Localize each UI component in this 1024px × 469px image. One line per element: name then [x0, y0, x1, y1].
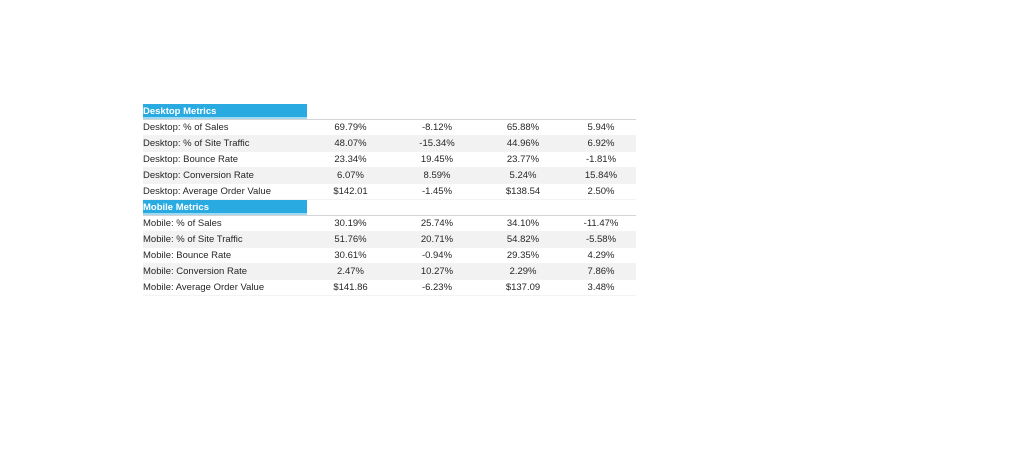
metric-value: 34.10% [506, 218, 540, 229]
section-title: Desktop Metrics [143, 104, 307, 120]
metric-row: Mobile: % of Sales 30.19% 25.74% 34.10% … [143, 216, 636, 232]
metric-row: Mobile: Conversion Rate 2.47% 10.27% 2.2… [143, 263, 636, 280]
section-header-spacer [307, 200, 636, 216]
metric-value: -8.12% [421, 122, 453, 133]
metric-value: -6.23% [421, 282, 453, 293]
metric-value: 25.74% [420, 218, 454, 229]
section-title: Mobile Metrics [143, 199, 307, 216]
metric-value: 44.96% [480, 135, 566, 152]
metric-label: Desktop: Average Order Value [143, 186, 271, 197]
metric-label: Mobile: % of Site Traffic [143, 231, 307, 248]
metric-value: -5.58% [566, 231, 636, 248]
metric-label: Desktop: % of Site Traffic [143, 135, 307, 152]
metric-row: Desktop: Bounce Rate 23.34% 19.45% 23.77… [143, 152, 636, 168]
metric-value: $137.09 [505, 282, 541, 293]
metric-value: 3.48% [587, 282, 615, 293]
metric-value: $142.01 [333, 186, 368, 197]
section-header-desktop-metrics: Desktop Metrics [143, 104, 636, 120]
metric-value: 51.76% [307, 231, 394, 248]
metric-value: 29.35% [506, 250, 540, 261]
metric-value: 54.82% [480, 231, 566, 248]
metric-value: 2.47% [307, 263, 394, 280]
metric-value: 20.71% [394, 231, 480, 248]
metric-value: 5.94% [587, 122, 615, 133]
metric-value: 8.59% [394, 167, 480, 184]
metric-row: Desktop: % of Site Traffic 48.07% -15.34… [143, 135, 636, 152]
metric-value: -1.45% [421, 186, 453, 197]
metric-value: -1.81% [585, 154, 617, 165]
metrics-table: Desktop Metrics Desktop: % of Sales 69.7… [143, 104, 636, 296]
metric-value: 30.61% [334, 250, 367, 261]
metric-label: Mobile: % of Sales [143, 218, 222, 229]
metric-value: 2.29% [480, 263, 566, 280]
metric-value: -0.94% [421, 250, 453, 261]
metric-row: Mobile: Average Order Value $141.86 -6.2… [143, 280, 636, 296]
metric-value: -15.34% [394, 135, 480, 152]
section-header-spacer [307, 104, 636, 120]
metric-row: Mobile: Bounce Rate 30.61% -0.94% 29.35%… [143, 248, 636, 264]
metric-row: Desktop: % of Sales 69.79% -8.12% 65.88%… [143, 120, 636, 136]
metric-value: 4.29% [587, 250, 615, 261]
metric-label: Mobile: Average Order Value [143, 282, 265, 293]
metric-label: Desktop: Bounce Rate [143, 154, 239, 165]
metric-value: 2.50% [587, 186, 615, 197]
metric-label: Desktop: Conversion Rate [143, 167, 307, 184]
metric-value: 15.84% [566, 167, 636, 184]
metric-row: Desktop: Average Order Value $142.01 -1.… [143, 184, 636, 200]
metric-value: 10.27% [394, 263, 480, 280]
metric-value: 23.34% [334, 154, 367, 165]
section-header-mobile-metrics: Mobile Metrics [143, 199, 636, 216]
metric-label: Mobile: Conversion Rate [143, 263, 307, 280]
metric-value: $138.54 [505, 186, 541, 197]
metric-label: Desktop: % of Sales [143, 122, 229, 133]
metric-value: 23.77% [506, 154, 540, 165]
metric-value: 7.86% [566, 263, 636, 280]
metric-value: 48.07% [307, 135, 394, 152]
metric-value: 5.24% [480, 167, 566, 184]
metric-value: 6.92% [566, 135, 636, 152]
metric-value: $141.86 [333, 282, 368, 293]
metric-label: Mobile: Bounce Rate [143, 250, 232, 261]
metric-value: 65.88% [506, 122, 540, 133]
metric-value: 6.07% [307, 167, 394, 184]
metric-value: 69.79% [334, 122, 367, 133]
metric-row: Desktop: Conversion Rate 6.07% 8.59% 5.2… [143, 167, 636, 184]
metric-value: -11.47% [583, 218, 619, 229]
metric-value: 19.45% [420, 154, 454, 165]
metric-row: Mobile: % of Site Traffic 51.76% 20.71% … [143, 231, 636, 248]
metric-value: 30.19% [334, 218, 367, 229]
